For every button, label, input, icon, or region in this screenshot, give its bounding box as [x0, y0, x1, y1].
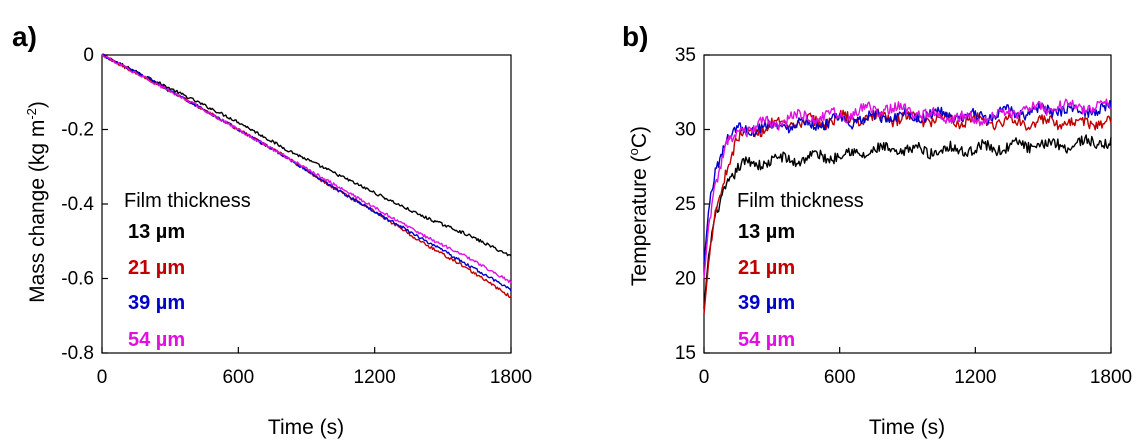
panel-b-x-tick-label: 1800	[1090, 367, 1132, 388]
panel-a-y-tick-label: -0.6	[61, 269, 94, 290]
panel-a-ylabel-close: )	[26, 101, 49, 108]
panel-a-y-tick-label: -0.8	[61, 343, 94, 364]
panel-b-y-tick-label: 20	[675, 269, 696, 290]
svg-text:Temperature (oC): Temperature (oC)	[626, 126, 651, 286]
panel-b-ylabel-main: Temperature (	[628, 155, 651, 286]
panel-b-legend-21um: 21 µm	[738, 257, 795, 279]
panel-a: a) Mass change (kg m-2) 0 -0.2 -0.4 -0.6 -0.…	[12, 21, 532, 439]
panel-b-x-tick-label: 600	[824, 367, 856, 388]
panel-a-label: a)	[12, 21, 37, 52]
panel-b-legend-54um: 54 µm	[738, 329, 795, 351]
panel-a-legend-title: Film thickness	[124, 190, 251, 212]
panel-a-ylabel-main: Mass change (kg m	[26, 120, 49, 303]
panel-a-series-line-39um	[102, 55, 511, 291]
panel-b-y-tick-label: 25	[675, 194, 696, 215]
panel-a-legend-13um: 13 µm	[128, 221, 185, 243]
panel-b-legend-39um: 39 µm	[738, 292, 795, 314]
panel-b-x-tick-label: 0	[699, 367, 710, 388]
panel-b-x-tick-label: 1200	[954, 367, 996, 388]
panel-a-x-tick-label: 600	[222, 367, 254, 388]
panel-b-label: b)	[622, 21, 648, 52]
panel-a-y-tick-label: -0.2	[61, 120, 94, 141]
panel-b-legend-title: Film thickness	[737, 190, 864, 212]
panel-a-legend-21um: 21 µm	[128, 257, 185, 279]
panel-b-y-tick-label: 15	[675, 343, 696, 364]
panel-b-legend: Film thickness 13 µm 21 µm 39 µm 54 µm	[737, 190, 864, 351]
panel-b: b) Temperature (oC) 15 20 25 30 35 0 600 1200 18…	[622, 21, 1132, 439]
panel-b-y-tick-label: 30	[675, 120, 696, 141]
panel-a-y-tick-label: 0	[83, 45, 94, 66]
panel-b-legend-13um: 13 µm	[738, 221, 795, 243]
panel-b-ylabel-close: C)	[628, 126, 651, 148]
panel-b-ylabel-sup: o	[626, 148, 641, 155]
panel-a-ylabel-sup: -2	[24, 108, 39, 120]
panel-a-x-tick-label: 0	[97, 367, 108, 388]
panel-b-y-tick-label: 35	[675, 45, 696, 66]
svg-text:Mass change (kg m-2): Mass change (kg m-2)	[24, 101, 49, 303]
panel-a-x-tick-label: 1200	[354, 367, 396, 388]
panel-a-y-axis-title: Mass change (kg m-2)	[24, 101, 49, 303]
panel-a-legend-39um: 39 µm	[128, 292, 185, 314]
panel-a-legend: Film thickness 13 µm 21 µm 39 µm 54 µm	[124, 190, 251, 351]
panel-b-series-line-54um	[704, 99, 1111, 278]
panel-a-x-tick-label: 1800	[490, 367, 532, 388]
panel-a-legend-54um: 54 µm	[128, 329, 185, 351]
panel-b-x-axis-title: Time (s)	[869, 416, 945, 439]
panel-b-y-axis-title: Temperature (oC)	[626, 126, 651, 286]
panel-a-y-tick-label: -0.4	[61, 194, 94, 215]
panel-a-x-axis-title: Time (s)	[268, 416, 344, 439]
